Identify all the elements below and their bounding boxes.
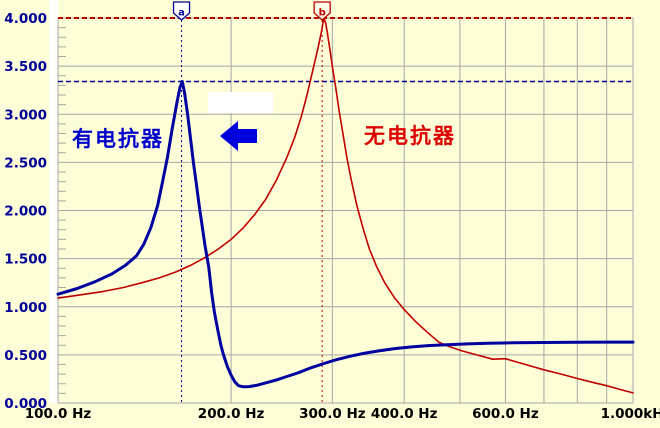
x-tick-label: 100.0 Hz: [25, 406, 92, 422]
cursor-a-flag[interactable]: [172, 1, 191, 21]
y-tick-label: 3.500: [4, 59, 47, 75]
y-tick-label: 2.500: [4, 155, 47, 171]
y-tick-label: 2.000: [4, 204, 47, 220]
y-tick-label: 0.000: [4, 396, 47, 412]
curve-without-reactor: [57, 17, 634, 394]
x-tick-label: 400.0 Hz: [371, 406, 438, 422]
x-tick-label: 600.0 Hz: [472, 406, 539, 422]
y-tick-label: 1.000: [4, 300, 47, 316]
cursor-b-flag[interactable]: [313, 1, 331, 21]
cursor-a-flag-label: a: [178, 8, 185, 19]
axis-margin-strip: [49, 0, 58, 403]
plot-border: [57, 17, 634, 404]
y-tick-label: 1.500: [4, 252, 47, 268]
left-arrow-icon: [220, 121, 257, 151]
y-tick-label: 3.000: [4, 107, 47, 123]
y-tick-label: 0.500: [4, 348, 47, 364]
white-patch: [208, 92, 273, 113]
x-tick-label: 1.000kHz: [601, 406, 660, 422]
x-tick-label: 300.0 Hz: [299, 406, 366, 422]
x-tick-label: 200.0 Hz: [198, 406, 265, 422]
label-with-reactor: 有电抗器: [72, 127, 164, 151]
y-tick-label: 4.000: [4, 11, 47, 27]
label-without-reactor: 无电抗器: [364, 124, 456, 148]
curve-with-reactor: [56, 80, 635, 389]
cursor-b-flag-label: b: [319, 8, 326, 19]
